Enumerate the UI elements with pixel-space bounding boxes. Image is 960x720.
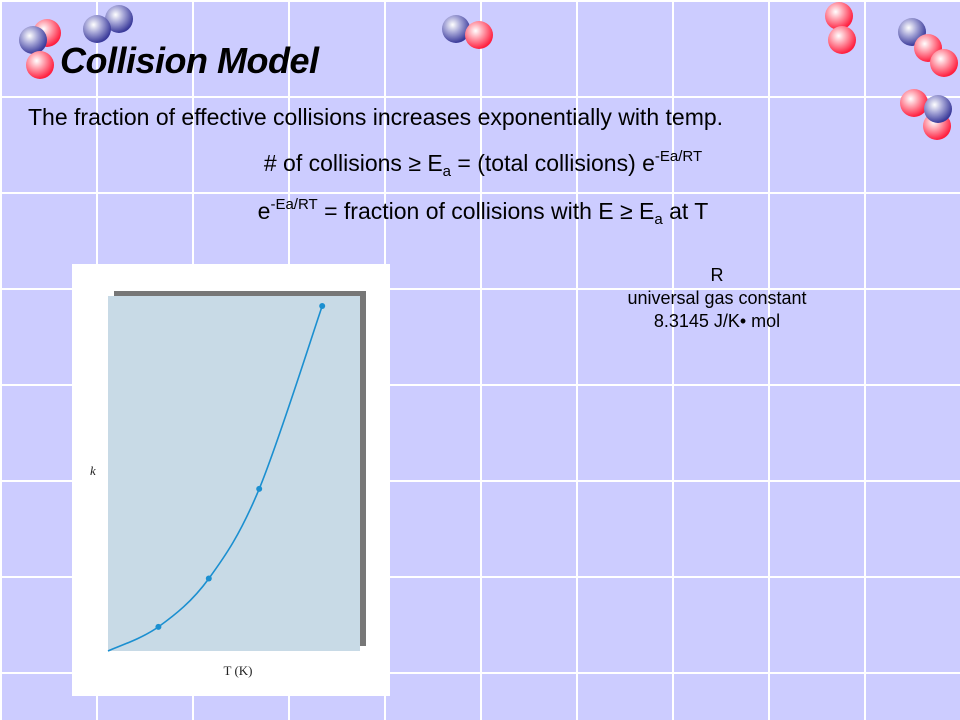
gas-constant-note: R universal gas constant 8.3145 J/K• mol xyxy=(572,264,862,333)
equation2-base: e xyxy=(257,198,271,224)
molecule-top-left xyxy=(19,19,61,79)
plot-area xyxy=(108,296,360,651)
slide-title: Collision Model xyxy=(60,40,319,81)
molecule-top-right xyxy=(825,2,856,54)
gas-constant-value: 8.3145 J/K• mol xyxy=(653,311,781,331)
equation2-exponent: -Ea/RT xyxy=(270,196,318,213)
gas-constant-name: universal gas constant xyxy=(627,288,807,308)
activation-energy: Ea xyxy=(427,150,452,180)
equation2-text: = fraction of collisions with E xyxy=(324,198,614,224)
fraction-equation: e-Ea/RT = fraction of collisions with E … xyxy=(0,196,960,228)
molecule-right-cluster-2 xyxy=(900,89,952,140)
molecule-top-middle xyxy=(442,15,493,49)
molecule-right-cluster xyxy=(898,18,958,77)
ge-symbol: ≥ xyxy=(408,150,421,176)
data-point-2 xyxy=(205,575,212,582)
data-point-4 xyxy=(319,303,326,309)
data-point-3 xyxy=(256,485,263,492)
series-line xyxy=(107,305,323,652)
x-axis-label: T (K) xyxy=(223,663,252,678)
equation1-rhs: = (total collisions) e xyxy=(457,150,655,176)
molecule-top-left-2 xyxy=(83,5,133,43)
equation1-exponent: -Ea/RT xyxy=(654,148,703,165)
equation1-lhs: # of collisions xyxy=(263,150,402,176)
rate-vs-temperature-chart: k T (K) xyxy=(72,264,390,696)
activation-energy-2: Ea xyxy=(639,198,663,228)
ge-symbol-2: ≥ xyxy=(620,198,633,224)
data-points xyxy=(155,303,326,630)
statement-text: The fraction of effective collisions inc… xyxy=(28,104,724,130)
collisions-equation: # of collisions ≥ Ea = (total collisions… xyxy=(0,148,960,180)
equation2-tail: at T xyxy=(669,198,709,224)
gas-constant-symbol: R xyxy=(710,265,724,285)
chart-svg: k T (K) xyxy=(90,291,366,678)
y-axis-label: k xyxy=(90,463,96,478)
data-point-1 xyxy=(155,623,162,630)
